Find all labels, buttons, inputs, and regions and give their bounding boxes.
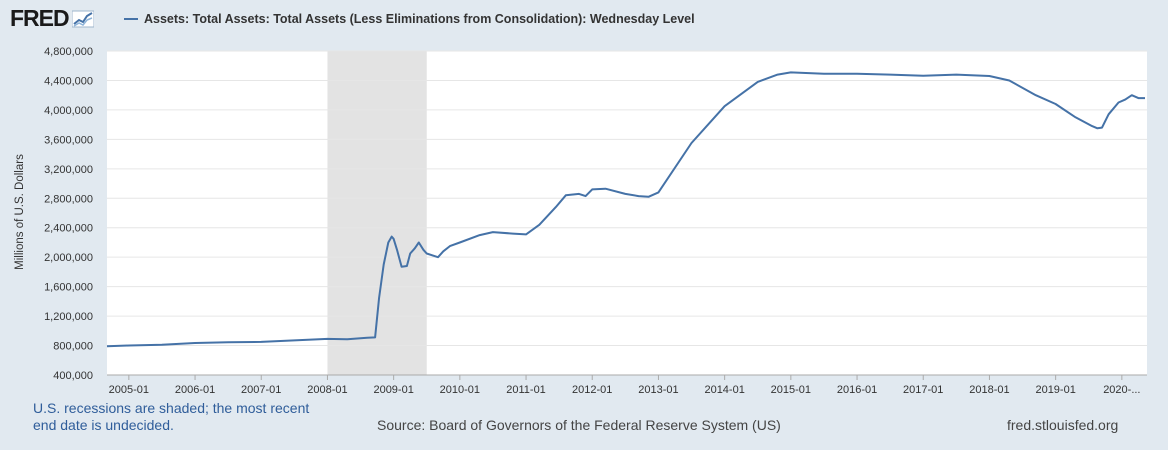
- y-tick-label: 4,400,000: [44, 75, 93, 87]
- y-tick-label: 4,800,000: [44, 46, 93, 58]
- line-chart: 400,000 800,000 1,200,000 1,600,000 2,000,00…: [44, 46, 1147, 396]
- plot-area: [107, 51, 1147, 375]
- y-tick-label: 2,800,000: [44, 193, 93, 205]
- x-tick-label: 2008-01: [307, 384, 347, 396]
- chart-legend[interactable]: Assets: Total Assets: Total Assets (Less…: [124, 12, 695, 26]
- chart-header: FRED Assets: Total Assets: Total Assets …: [0, 0, 1168, 40]
- y-tick-label: 3,200,000: [44, 164, 93, 176]
- source-credit: Source: Board of Governors of the Federa…: [377, 417, 781, 433]
- x-tick-label: 2019-01: [1035, 384, 1075, 396]
- trend-graph-icon: [71, 10, 94, 27]
- x-tick-label: 2013-01: [638, 384, 678, 396]
- fred-url-link[interactable]: fred.stlouisfed.org: [1007, 417, 1119, 433]
- x-tick-label: 2015-01: [771, 384, 811, 396]
- recession-note: U.S. recessions are shaded; the most rec…: [33, 400, 310, 433]
- x-tick-label: 2016-01: [837, 384, 877, 396]
- y-tick-label: 1,200,000: [44, 311, 93, 323]
- fred-logo[interactable]: FRED: [10, 5, 94, 32]
- legend-series-title: Assets: Total Assets: Total Assets (Less…: [144, 12, 695, 26]
- x-tick-label: 2009-01: [373, 384, 413, 396]
- y-tick-label: 2,400,000: [44, 223, 93, 235]
- y-tick-label: 800,000: [53, 341, 93, 353]
- x-tick-label: 2010-01: [440, 384, 480, 396]
- x-tick-label: 2014-01: [704, 384, 744, 396]
- y-tick-label: 1,600,000: [44, 282, 93, 294]
- y-tick-label: 3,600,000: [44, 134, 93, 146]
- y-tick-label: 400,000: [53, 370, 93, 382]
- legend-swatch: [124, 18, 138, 20]
- y-tick-label: 2,000,000: [44, 252, 93, 264]
- y-tick-label: 4,000,000: [44, 105, 93, 117]
- x-tick-label: 2011-01: [506, 384, 546, 396]
- x-tick-label: 2006-01: [175, 384, 215, 396]
- x-tick-label: 2018-01: [969, 384, 1009, 396]
- x-tick-label: 2007-01: [241, 384, 281, 396]
- x-tick-label: 2005-01: [109, 384, 149, 396]
- x-tick-label: 2012-01: [572, 384, 612, 396]
- x-tick-label: 2017-01: [903, 384, 943, 396]
- series-line: [106, 71, 1145, 348]
- fred-logo-text: FRED: [10, 5, 70, 31]
- x-tick-label: 2020-...: [1103, 384, 1140, 396]
